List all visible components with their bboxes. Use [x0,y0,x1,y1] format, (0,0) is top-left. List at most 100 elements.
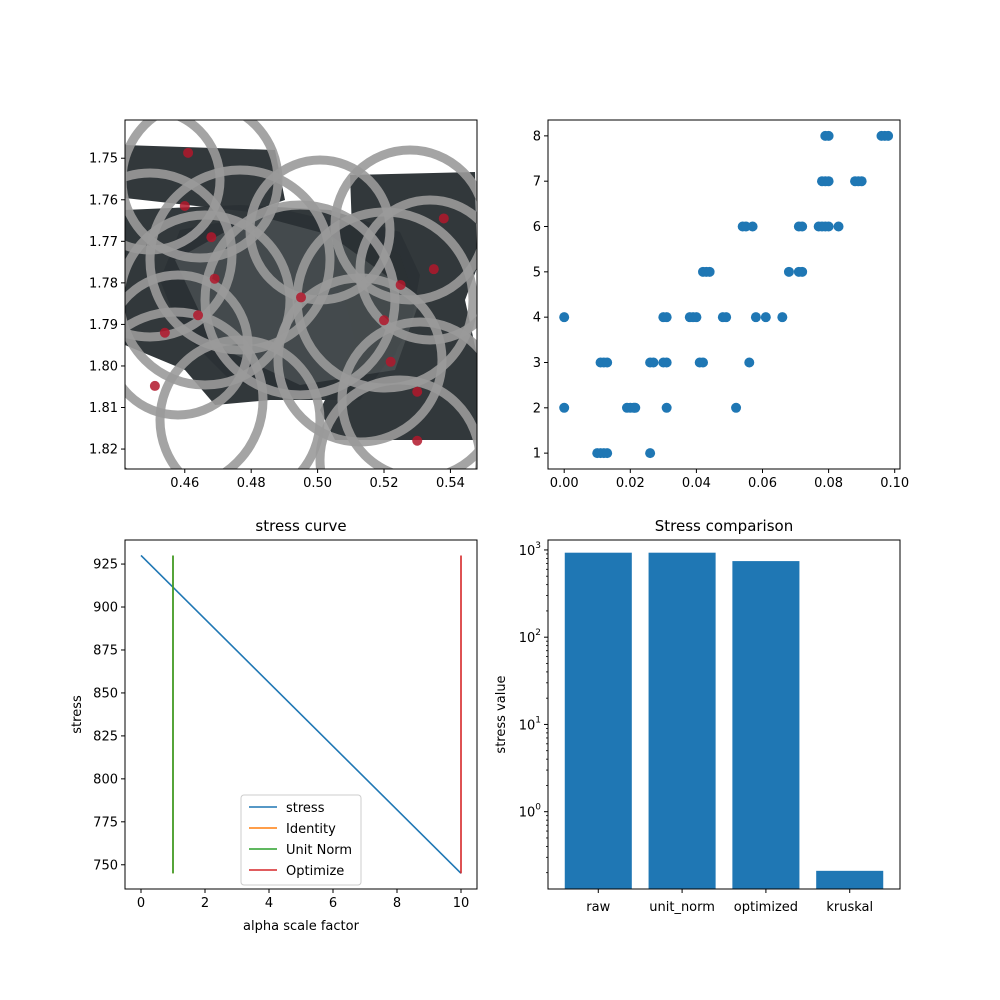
x-tick-label: 0.52 [370,476,399,491]
y-tick-label: 5 [533,265,541,280]
x-tick-label: raw [586,900,610,915]
legend-box [240,794,362,886]
y-tick-label: 900 [93,601,118,616]
y-tick-label: 102 [519,628,541,646]
y-tick-label: 4 [533,311,541,326]
data-point [760,312,771,323]
ring-marker [125,210,295,390]
data-point [704,266,715,277]
x-tick-label: 0.54 [436,476,465,491]
data-point [698,357,709,368]
data-point [179,201,190,212]
ring-marker [245,155,395,305]
data-point [602,357,613,368]
y-tick-label: 775 [93,815,118,830]
data-point [797,221,808,232]
axes-frame [124,539,478,890]
y-tick-label: 1.80 [89,359,118,374]
y-tick-exponent: 1 [535,715,541,725]
data-point [750,312,761,323]
data-point [823,130,834,141]
data-point [412,386,423,397]
y-tick-base: 10 [519,544,536,559]
data-point [797,266,808,277]
data-point [428,264,439,275]
ring-marker [145,165,335,355]
ring-marker [125,168,237,342]
ring-marker [125,120,225,255]
x-tick-label: 8 [393,896,401,911]
axes-frame [124,119,478,470]
y-tick-label: 1.79 [89,318,118,333]
data-point [149,380,160,391]
data-point [559,312,570,323]
x-tick-label: 0.08 [814,476,843,491]
data-point [747,221,758,232]
data-point [602,448,613,459]
x-tick-label: 0.02 [616,476,645,491]
x-tick-label: 10 [453,896,470,911]
y-tick-label: 100 [519,803,542,821]
x-tick-label: 0.48 [237,476,266,491]
y-tick-base: 10 [519,718,536,733]
y-tick-label: 750 [93,858,118,873]
legend-entry: Unit Norm [286,843,352,858]
y-tick-label: 800 [93,772,118,787]
y-tick-label: 1.77 [89,235,118,250]
data-point [833,221,844,232]
y-tick-label: 7 [533,175,541,190]
data-point [823,176,834,187]
data-point [883,130,894,141]
data-point [856,176,867,187]
y-tick-exponent: 2 [535,628,541,638]
panel-top-right: 0.00 0.02 0.04 0.06 0.08 0.10 1 2 3 4 5 6 7 8 [533,119,909,491]
y-tick-label: 1 [533,447,541,462]
x-tick-label: 0.06 [748,476,777,491]
y-tick-label: 1.76 [89,193,118,208]
chart-title: Stress comparison [655,517,793,535]
legend-entry: Optimize [286,864,344,879]
data-point [777,312,788,323]
data-point [206,232,217,243]
data-point [296,292,306,303]
x-tick-label: 0.50 [303,476,332,491]
x-tick-label: 0.46 [170,476,199,491]
panel-bottom-left: 0 2 4 6 8 10 750 775 800 825 850 875 900 925 stress cu… [70,517,478,934]
y-tick-label: 101 [519,715,541,733]
x-tick-label: 0.10 [880,476,909,491]
axes-frame [547,119,901,470]
x-tick-label: 0.04 [682,476,711,491]
y-tick-label: 1.75 [89,152,118,167]
bar-kruskal [816,870,884,889]
x-tick-label: kruskal [826,900,873,915]
data-point [183,147,194,158]
x-tick-label: 4 [265,896,273,911]
y-tick-label: 875 [93,643,118,658]
data-point [661,402,672,413]
data-point [379,315,390,326]
ring-marker [125,307,268,469]
bar-raw [564,552,632,889]
y-tick-label: 8 [533,129,541,144]
x-tick-label: unit_norm [649,900,715,915]
series-line-stress [140,554,462,874]
data-point [395,279,406,290]
data-point [721,312,732,323]
ring-marker [155,335,325,469]
data-point [661,312,672,323]
x-tick-label: 0 [137,896,145,911]
panel-bottom-right: raw unit_norm optimized kruskal100101102103… [494,517,901,915]
y-axis-label: stress [70,695,85,734]
data-point [193,310,204,321]
axes-frame [547,539,901,890]
x-tick-label: 0.00 [550,476,579,491]
y-tick-label: 3 [533,356,541,371]
data-point [559,402,570,413]
bar-optimized [732,561,800,889]
x-tick-label: 6 [329,896,337,911]
y-axis-label: stress value [494,675,509,753]
y-tick-label: 2 [533,401,541,416]
y-tick-base: 10 [519,806,536,821]
y-tick-label: 1.82 [89,443,118,458]
